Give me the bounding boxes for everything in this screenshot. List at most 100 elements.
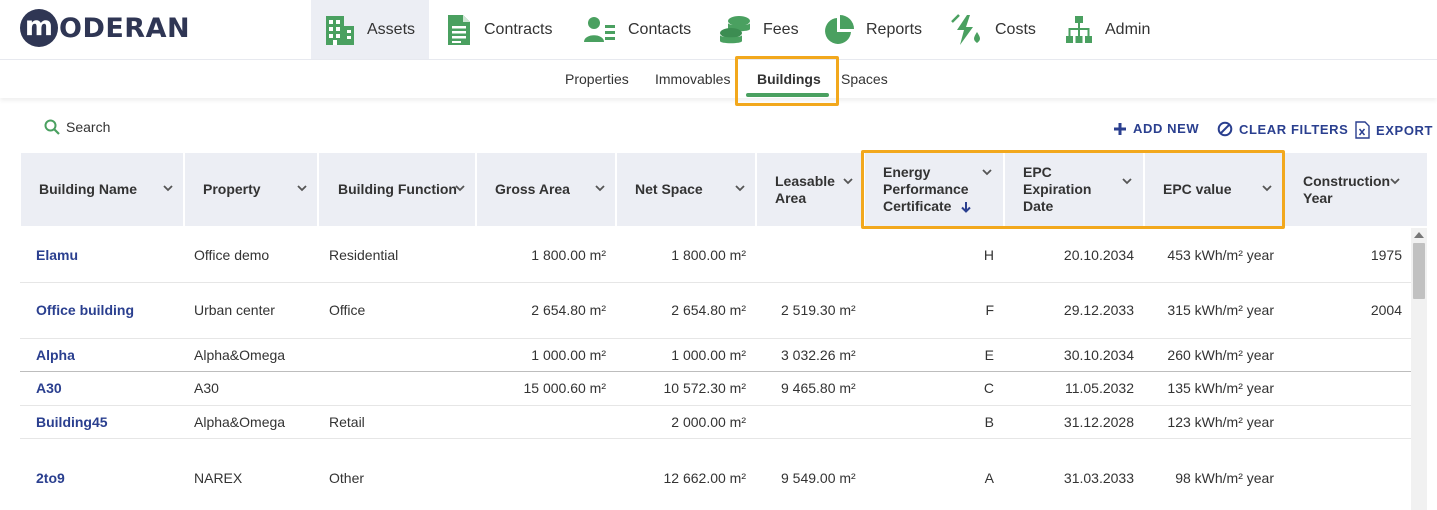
column-label: EPC Expiration Date: [1023, 164, 1092, 214]
epc-value-cell: 315 kWh/m² year: [1167, 302, 1274, 318]
property-cell: NAREX: [194, 470, 243, 486]
search-button[interactable]: Search: [44, 119, 110, 135]
column-header-energy-performance-certificate[interactable]: Energy Performance Certificate: [865, 153, 1003, 226]
epc-cell: A: [984, 470, 994, 486]
net-space-cell: 1 800.00 m²: [671, 247, 746, 263]
column-header-property[interactable]: Property: [185, 153, 317, 226]
net-space-cell: 2 654.80 m²: [671, 302, 746, 318]
top-navigation-bar: m ODERAN Assets Contracts: [0, 0, 1437, 60]
gross-area-cell: 1 800.00 m²: [531, 247, 606, 263]
building-icon: [326, 15, 354, 45]
chevron-down-icon[interactable]: [455, 185, 465, 192]
chevron-down-icon[interactable]: [982, 169, 992, 176]
column-label: EPC value: [1163, 181, 1232, 197]
column-header-leasable-area[interactable]: Leasable Area: [757, 153, 863, 226]
column-header-epc-value[interactable]: EPC value: [1145, 153, 1283, 226]
epc-cell: E: [984, 347, 994, 363]
nav-label: Fees: [763, 20, 799, 38]
building-name-link[interactable]: Office building: [36, 302, 134, 318]
chevron-down-icon[interactable]: [297, 185, 307, 192]
scroll-up-arrow-icon[interactable]: [1414, 232, 1424, 238]
row-divider: [20, 338, 1411, 339]
logo-mark: m: [20, 9, 58, 47]
excel-file-icon: [1355, 121, 1370, 139]
nav-item-admin[interactable]: Admin: [1065, 0, 1150, 59]
add-new-button[interactable]: ADD NEW: [1113, 121, 1199, 136]
gross-area-cell: 1 000.00 m²: [531, 347, 606, 363]
column-header-construction-year[interactable]: Construction Year: [1285, 153, 1427, 226]
property-cell: A30: [194, 380, 219, 396]
column-header-building-function[interactable]: Building Function: [319, 153, 475, 226]
chevron-down-icon[interactable]: [735, 185, 745, 192]
epc-expiration-cell: 11.05.2032: [1064, 380, 1134, 396]
export-button[interactable]: EXPORT: [1355, 121, 1433, 139]
epc-expiration-cell: 31.12.2028: [1063, 414, 1134, 430]
coins-icon: [720, 15, 750, 43]
column-label: Building Name: [39, 181, 138, 197]
energy-icon: [951, 13, 980, 45]
gross-area-cell: 15 000.60 m²: [523, 380, 607, 396]
column-header-net-space[interactable]: Net Space: [617, 153, 755, 226]
scrollbar-thumb[interactable]: [1413, 243, 1425, 299]
sort-descending-icon[interactable]: [961, 201, 972, 213]
construction-year-cell: 1975: [1370, 247, 1402, 263]
nav-label: Admin: [1105, 20, 1151, 38]
epc-value-cell: 453 kWh/m² year: [1167, 247, 1274, 263]
column-header-gross-area[interactable]: Gross Area: [477, 153, 615, 226]
nav-item-costs[interactable]: Costs: [951, 0, 1036, 59]
add-new-label: ADD NEW: [1133, 121, 1200, 136]
epc-value-cell: 123 kWh/m² year: [1167, 414, 1274, 430]
row-divider: [20, 371, 1411, 372]
function-cell: Residential: [329, 247, 399, 263]
column-label: Gross Area: [495, 181, 570, 197]
nav-item-contacts[interactable]: Contacts: [584, 0, 691, 59]
epc-value-cell: 135 kWh/m² year: [1167, 380, 1274, 396]
function-cell: Retail: [329, 414, 365, 430]
nav-label: Contacts: [628, 20, 692, 38]
column-label: Net Space: [635, 181, 703, 197]
building-name-link[interactable]: 2to9: [36, 470, 65, 486]
chevron-down-icon[interactable]: [843, 178, 853, 185]
column-header-building-name[interactable]: Building Name: [21, 153, 183, 226]
epc-expiration-cell: 31.03.2033: [1063, 470, 1134, 486]
epc-expiration-cell: 29.12.2033: [1063, 302, 1134, 318]
subnav-item-spaces[interactable]: Spaces: [841, 71, 888, 87]
subnav-item-properties[interactable]: Properties: [565, 71, 629, 87]
property-cell: Office demo: [194, 247, 270, 263]
chevron-down-icon[interactable]: [1390, 178, 1400, 185]
nav-item-contracts[interactable]: Contracts: [446, 0, 552, 59]
column-label: Building Function: [338, 181, 457, 197]
epc-cell: C: [983, 380, 994, 396]
epc-expiration-cell: 20.10.2034: [1063, 247, 1134, 263]
nav-item-assets[interactable]: Assets: [311, 0, 429, 59]
chevron-down-icon[interactable]: [163, 185, 173, 192]
epc-cell: B: [984, 414, 994, 430]
building-name-link[interactable]: Building45: [36, 414, 108, 430]
nav-label: Contracts: [484, 20, 553, 38]
building-name-link[interactable]: Elamu: [36, 247, 79, 263]
chevron-down-icon[interactable]: [595, 185, 605, 192]
building-name-link[interactable]: Alpha: [36, 347, 75, 363]
function-cell: Other: [329, 470, 365, 486]
nav-label: Assets: [367, 20, 416, 38]
net-space-cell: 10 572.30 m²: [663, 380, 747, 396]
logo-text: ODERAN: [59, 12, 191, 44]
sub-navigation: Properties Immovables Buildings Spaces: [0, 60, 1437, 98]
row-divider: [20, 405, 1411, 406]
chevron-down-icon[interactable]: [1122, 178, 1132, 185]
chevron-down-icon[interactable]: [1262, 185, 1272, 192]
column-header-epc-expiration-date[interactable]: EPC Expiration Date: [1005, 153, 1143, 226]
subnav-item-buildings[interactable]: Buildings: [757, 71, 821, 87]
column-label: Leasable Area: [775, 172, 835, 206]
nav-item-reports[interactable]: Reports: [824, 0, 922, 59]
column-label: Property: [203, 181, 261, 197]
property-cell: Alpha&Omega: [194, 347, 286, 363]
nav-item-fees[interactable]: Fees: [719, 0, 799, 59]
building-name-link[interactable]: A30: [36, 380, 62, 396]
moderan-logo[interactable]: m ODERAN: [20, 9, 190, 47]
clear-filters-button[interactable]: CLEAR FILTERS: [1217, 121, 1348, 137]
subnav-item-immovables[interactable]: Immovables: [655, 71, 731, 87]
nav-label: Costs: [995, 20, 1036, 38]
net-space-cell: 1 000.00 m²: [671, 347, 746, 363]
search-icon: [44, 119, 60, 135]
